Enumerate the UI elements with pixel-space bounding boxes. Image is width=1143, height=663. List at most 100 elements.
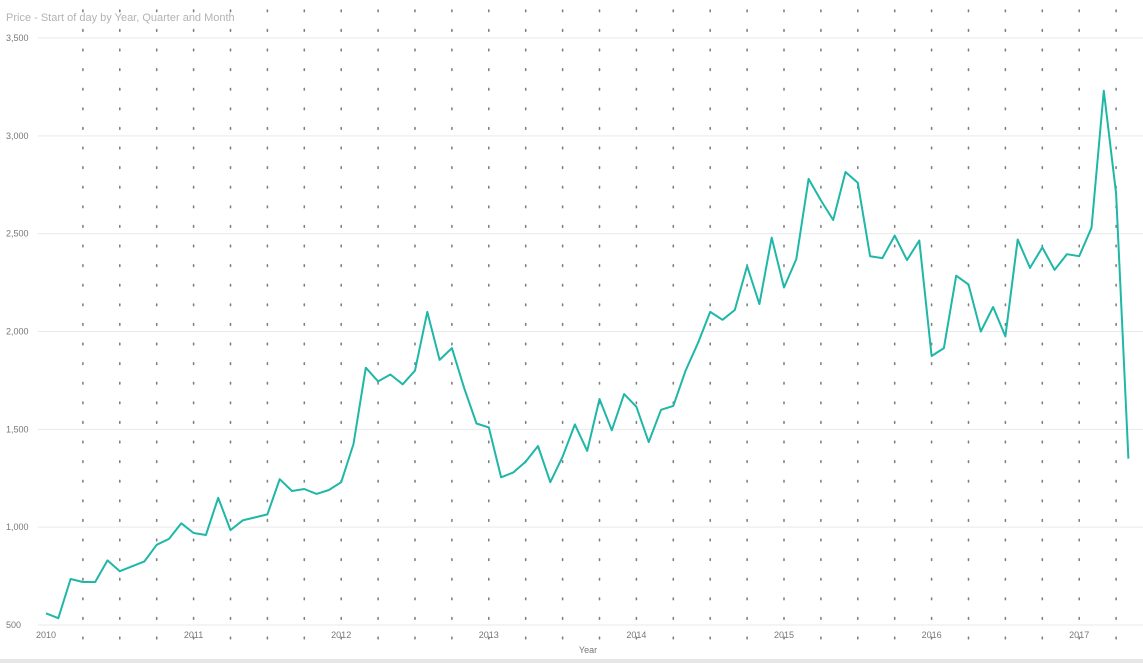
data-point[interactable] xyxy=(437,357,443,363)
data-point[interactable] xyxy=(363,365,369,371)
data-point[interactable] xyxy=(707,309,713,315)
data-point[interactable] xyxy=(793,256,799,262)
data-point[interactable] xyxy=(879,255,885,261)
data-point[interactable] xyxy=(1002,333,1008,339)
data-point[interactable] xyxy=(55,615,61,621)
data-point[interactable] xyxy=(215,495,221,501)
data-point[interactable] xyxy=(92,579,98,585)
data-point[interactable] xyxy=(990,304,996,310)
data-point[interactable] xyxy=(806,176,812,182)
data-point[interactable] xyxy=(658,407,664,413)
data-point[interactable] xyxy=(486,424,492,430)
y-tick-label: 2,500 xyxy=(6,229,29,239)
data-point[interactable] xyxy=(1113,191,1119,197)
data-point[interactable] xyxy=(523,459,529,465)
data-point[interactable] xyxy=(375,378,381,384)
data-point[interactable] xyxy=(117,568,123,574)
data-point[interactable] xyxy=(351,441,357,447)
data-point[interactable] xyxy=(1125,456,1131,462)
data-point[interactable] xyxy=(412,368,418,374)
data-point[interactable] xyxy=(695,340,701,346)
data-point[interactable] xyxy=(80,579,86,585)
data-point[interactable] xyxy=(732,307,738,313)
data-point[interactable] xyxy=(830,217,836,223)
data-point[interactable] xyxy=(597,396,603,402)
x-tick-label: 2013 xyxy=(479,630,499,640)
data-point[interactable] xyxy=(424,309,430,315)
data-point[interactable] xyxy=(277,476,283,482)
scroll-strip xyxy=(0,659,1143,663)
data-point[interactable] xyxy=(154,542,160,548)
data-point[interactable] xyxy=(289,488,295,494)
data-point[interactable] xyxy=(1076,253,1082,259)
data-point[interactable] xyxy=(1052,267,1058,273)
x-tick-label: 2017 xyxy=(1069,630,1089,640)
data-point[interactable] xyxy=(892,233,898,239)
data-point[interactable] xyxy=(1064,251,1070,257)
data-point[interactable] xyxy=(720,317,726,323)
data-point[interactable] xyxy=(43,610,49,616)
data-point[interactable] xyxy=(178,520,184,526)
data-point[interactable] xyxy=(584,448,590,454)
data-point[interactable] xyxy=(387,372,393,378)
data-point[interactable] xyxy=(252,514,258,520)
data-point[interactable] xyxy=(744,263,750,269)
data-point[interactable] xyxy=(400,381,406,387)
data-point[interactable] xyxy=(1089,225,1095,231)
data-point[interactable] xyxy=(929,353,935,359)
data-point[interactable] xyxy=(818,197,824,203)
x-axis-title: Year xyxy=(579,645,597,655)
data-point[interactable] xyxy=(646,439,652,445)
data-point[interactable] xyxy=(264,511,270,517)
data-point[interactable] xyxy=(510,469,516,475)
data-point[interactable] xyxy=(547,479,553,485)
data-point[interactable] xyxy=(953,273,959,279)
data-point[interactable] xyxy=(449,345,455,351)
data-point[interactable] xyxy=(1101,88,1107,94)
data-point[interactable] xyxy=(338,479,344,485)
data-point[interactable] xyxy=(461,385,467,391)
data-point[interactable] xyxy=(191,530,197,536)
price-series-line[interactable] xyxy=(45,89,1130,620)
data-point[interactable] xyxy=(129,563,135,569)
data-point[interactable] xyxy=(769,235,775,241)
data-point[interactable] xyxy=(867,253,873,259)
data-point[interactable] xyxy=(326,487,332,493)
data-point[interactable] xyxy=(474,420,480,426)
data-point[interactable] xyxy=(572,421,578,427)
x-tick-label: 2011 xyxy=(184,630,203,640)
data-point[interactable] xyxy=(498,474,504,480)
data-point[interactable] xyxy=(203,532,209,538)
data-point[interactable] xyxy=(916,238,922,244)
data-point[interactable] xyxy=(166,536,172,542)
data-point[interactable] xyxy=(301,486,307,492)
data-point[interactable] xyxy=(141,558,147,564)
data-point[interactable] xyxy=(1039,244,1045,250)
data-point[interactable] xyxy=(941,345,947,351)
data-point[interactable] xyxy=(314,491,320,497)
y-tick-label: 1,000 xyxy=(6,522,29,532)
data-point[interactable] xyxy=(1015,237,1021,243)
data-point[interactable] xyxy=(904,257,910,263)
data-point[interactable] xyxy=(670,403,676,409)
data-point[interactable] xyxy=(621,391,627,397)
data-point[interactable] xyxy=(855,180,861,186)
data-point[interactable] xyxy=(756,301,762,307)
data-point[interactable] xyxy=(633,404,639,410)
data-point[interactable] xyxy=(683,368,689,374)
data-point[interactable] xyxy=(781,284,787,290)
data-point[interactable] xyxy=(535,443,541,449)
data-point[interactable] xyxy=(609,427,615,433)
x-tick-label: 2010 xyxy=(36,630,56,640)
data-point[interactable] xyxy=(978,329,984,335)
data-point[interactable] xyxy=(843,169,849,175)
data-point[interactable] xyxy=(1027,265,1033,271)
data-point[interactable] xyxy=(105,557,111,563)
data-point[interactable] xyxy=(560,454,566,460)
data-point[interactable] xyxy=(228,527,234,533)
data-point[interactable] xyxy=(966,282,972,288)
data-point[interactable] xyxy=(68,576,74,582)
data-point[interactable] xyxy=(240,517,246,523)
